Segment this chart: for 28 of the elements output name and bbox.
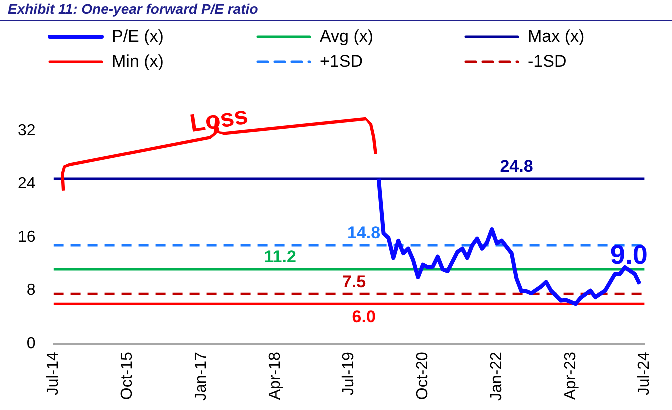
chart-title: Exhibit 11: One-year forward P/E ratio [0,0,672,21]
annotation: Loss [188,102,250,138]
y-tick-label: 24 [18,176,36,193]
y-tick-label: 0 [26,335,36,352]
x-tick-label: Jul-19 [340,352,358,396]
x-tick-label: Jan-22 [488,352,506,401]
data-label: 9.0 [610,240,648,270]
y-tick-label: 8 [26,282,36,300]
legend-label: Min (x) [112,52,164,72]
y-tick-label: 16 [18,228,36,246]
data-label: 14.8 [348,224,381,243]
x-tick-label: Oct-15 [119,352,136,400]
x-tick-label: Jul-24 [636,352,654,396]
data-label: 6.0 [352,307,376,326]
legend-label: P/E (x) [112,26,164,47]
x-tick-label: Apr-23 [562,352,580,400]
data-label: 7.5 [342,272,366,292]
legend-label: Max (x) [528,26,585,47]
x-tick-label: Jul-14 [45,352,62,396]
data-label: 24.8 [500,157,534,176]
y-tick-label: 32 [18,122,36,140]
x-tick-label: Oct-20 [414,352,432,400]
legend-label: Avg (x) [320,26,374,47]
x-tick-label: Apr-18 [266,352,284,400]
x-tick-label: Jan-17 [192,352,210,401]
legend-label: -1SD [528,52,567,72]
data-label: 11.2 [264,248,296,267]
legend-label: +1SD [320,52,363,72]
